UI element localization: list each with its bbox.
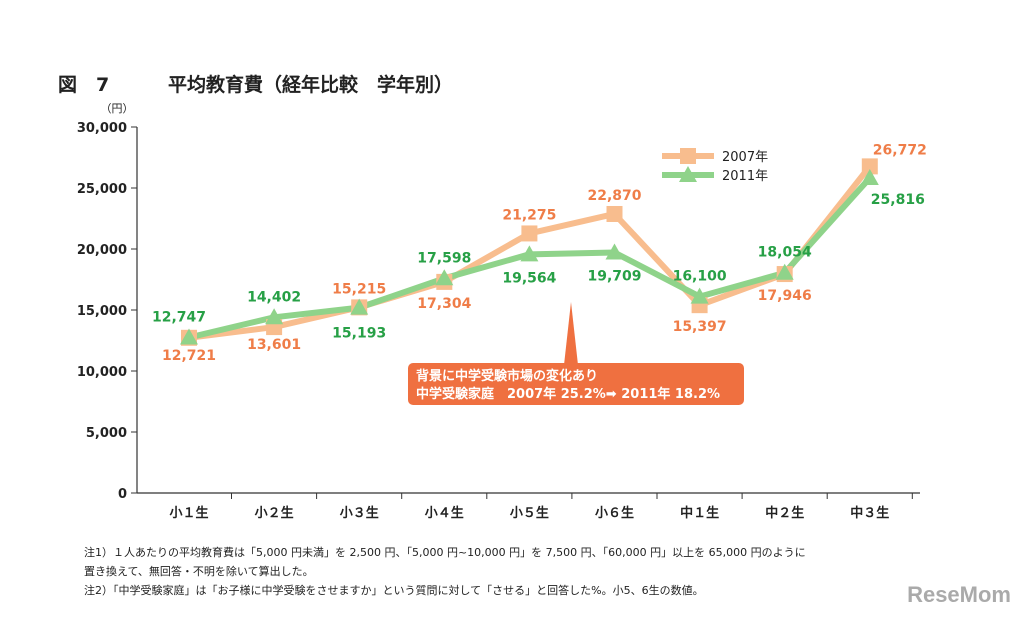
note-1-cont: 置き換えて、無回答・不明を除いて算出した。	[84, 565, 314, 578]
data-label: 25,816	[871, 192, 925, 208]
data-label: 18,054	[758, 245, 812, 261]
data-label: 13,601	[247, 337, 301, 353]
note-1: 注1）１人あたりの平均教育費は「5,000 円未満」を 2,500 円、「5,0…	[84, 546, 806, 559]
y-tick-label: 15,000	[77, 304, 127, 319]
data-label: 19,564	[502, 270, 556, 286]
legend-marker-square	[680, 148, 696, 164]
figure-label: 図 7	[58, 74, 110, 96]
data-label: 26,772	[873, 142, 927, 158]
y-tick-label: 25,000	[77, 182, 127, 197]
x-tick-label: 小３生	[340, 505, 379, 521]
y-tick-label: 30,000	[77, 121, 127, 136]
data-point-square	[861, 158, 878, 175]
data-point-triangle	[350, 298, 369, 315]
annotation-line-1: 背景に中学受験市場の変化あり	[416, 368, 598, 384]
data-label: 16,100	[673, 269, 727, 285]
data-point-square	[606, 205, 623, 222]
legend-label: 2011年	[722, 169, 768, 184]
data-label: 15,215	[332, 281, 386, 297]
x-tick-label: 小６生	[595, 505, 634, 521]
annotation-pointer	[564, 302, 578, 365]
data-point-triangle	[180, 328, 198, 345]
data-label: 21,275	[502, 207, 556, 223]
data-point-triangle	[775, 263, 794, 280]
note-2: 注2）「中学受験家庭」は「お子様に中学受験をさせますか」という質問に対して「させ…	[84, 584, 704, 597]
annotation-box	[408, 363, 744, 405]
y-tick-label: 20,000	[77, 243, 127, 258]
data-label: 12,721	[162, 348, 216, 364]
data-label: 15,397	[673, 319, 727, 335]
data-label: 14,402	[247, 289, 301, 305]
data-label: 15,193	[332, 326, 386, 342]
y-tick-label: 5,000	[86, 426, 127, 441]
data-point-triangle	[520, 245, 539, 262]
data-point-triangle	[690, 287, 709, 304]
data-label: 22,870	[587, 188, 641, 204]
y-tick-label: 10,000	[77, 365, 127, 380]
data-label: 17,598	[417, 250, 471, 266]
data-label: 17,304	[417, 296, 471, 312]
chart-title: 平均教育費（経年比較 学年別）	[168, 74, 454, 96]
x-tick-label: 小２生	[255, 505, 294, 521]
legend-marker-triangle	[679, 166, 697, 182]
logo: ReseMom	[907, 582, 1011, 607]
data-label: 19,709	[587, 269, 641, 285]
data-point-triangle	[860, 169, 879, 186]
data-point-triangle	[265, 308, 284, 325]
x-tick-label: 小４生	[425, 505, 464, 521]
data-point-triangle	[605, 243, 624, 260]
x-tick-label: 小５生	[510, 505, 549, 521]
data-point-triangle	[435, 269, 454, 286]
y-tick-label: 0	[118, 487, 127, 502]
data-label: 17,946	[758, 288, 812, 304]
y-axis-unit: （円）	[101, 102, 134, 115]
x-tick-label: 中１生	[680, 505, 719, 521]
x-tick-label: 中３生	[850, 505, 889, 521]
x-tick-label: 中２生	[765, 505, 804, 521]
data-point-square	[521, 225, 538, 242]
legend-label: 2007年	[722, 150, 768, 165]
x-tick-label: 小１生	[169, 505, 208, 521]
annotation-line-2: 中学受験家庭 2007年 25.2%➡ 2011年 18.2%	[416, 386, 720, 402]
data-label: 12,747	[152, 309, 206, 325]
